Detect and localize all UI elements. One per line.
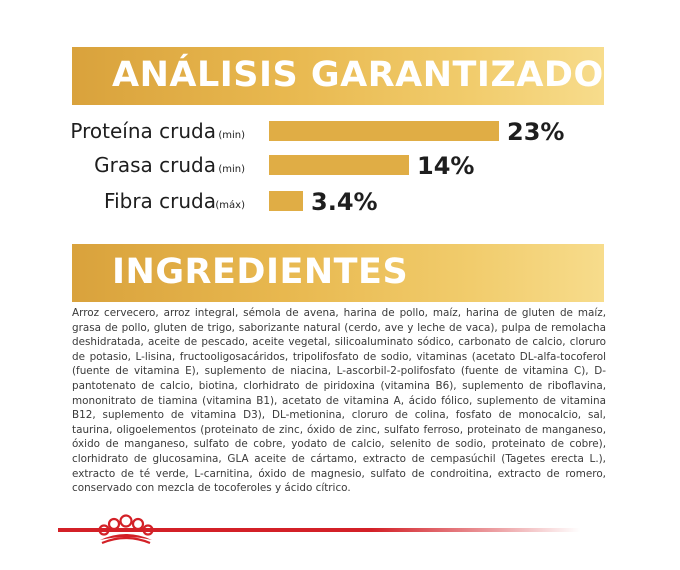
bar [269, 121, 499, 141]
row-qualifier: (min) [218, 164, 245, 175]
row-label: Grasa cruda [94, 153, 216, 177]
bar [269, 191, 303, 211]
footer-red-line [58, 528, 580, 532]
royal-canin-crown-icon [98, 514, 154, 545]
ingredients-list: Arroz cervecero, arroz integral, sémola … [72, 307, 606, 495]
row-label: Fibra cruda [104, 189, 216, 213]
bar [269, 155, 409, 175]
row-qualifier: (máx) [215, 199, 245, 211]
bar-value-label: 14% [417, 152, 474, 180]
ingredients-title: INGREDIENTES [112, 252, 409, 292]
ingredients-banner: INGREDIENTES [72, 244, 604, 302]
bar-value-label: 3.4% [311, 188, 378, 216]
analysis-banner: ANÁLISIS GARANTIZADO [72, 47, 604, 105]
row-label: Proteína cruda [70, 119, 216, 143]
analysis-bar-chart: (min)Proteína cruda 23%(min)Grasa cruda 14… [70, 118, 564, 216]
analysis-title: ANÁLISIS GARANTIZADO [112, 55, 604, 95]
bar-value-label: 23% [507, 118, 564, 146]
row-qualifier: (min) [218, 130, 245, 141]
